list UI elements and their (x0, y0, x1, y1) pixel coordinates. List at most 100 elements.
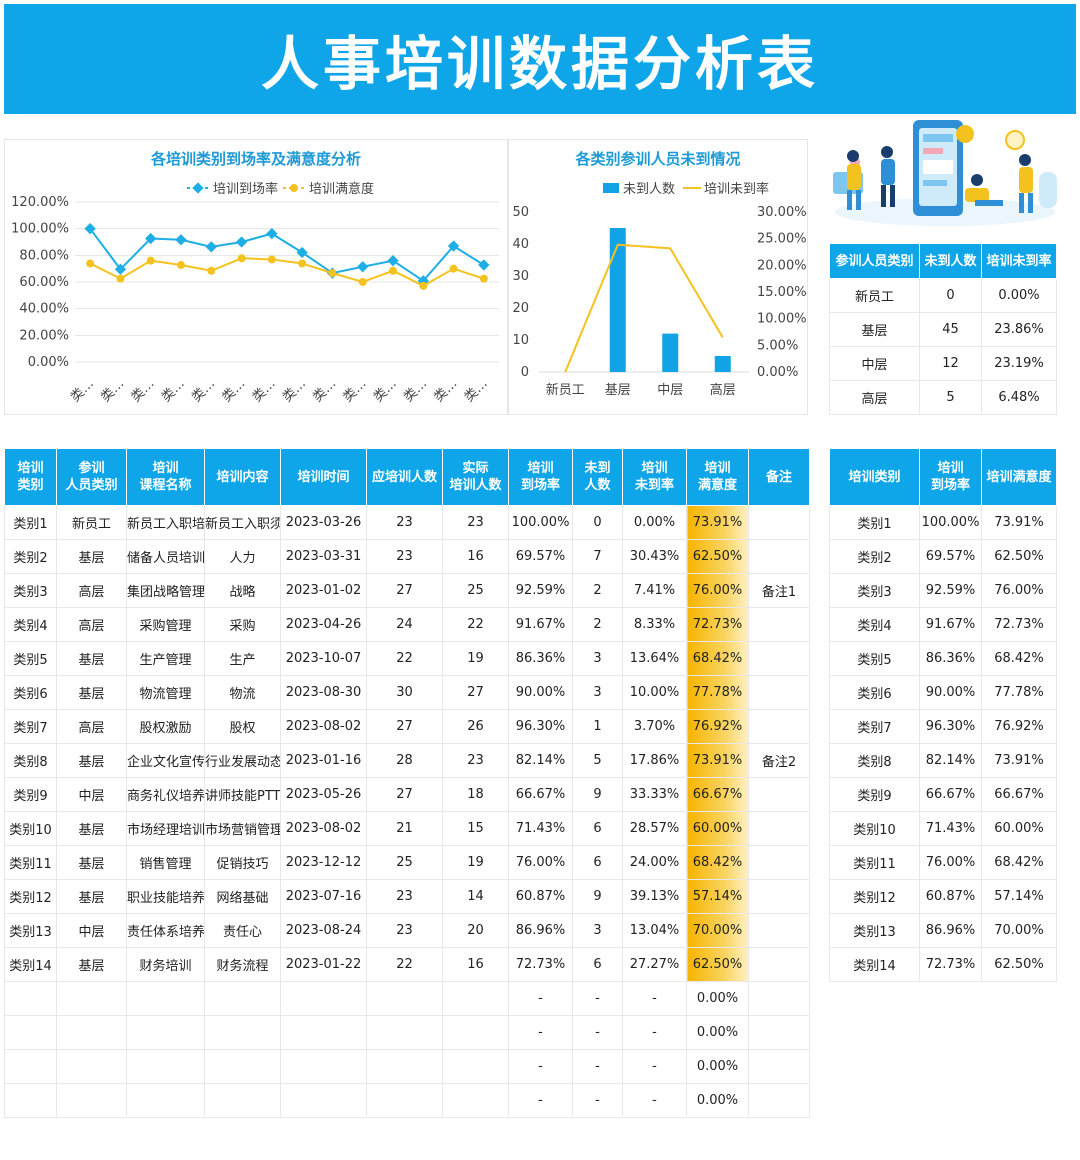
table-cell: 33.33% (622, 777, 687, 812)
data-point (207, 266, 216, 275)
x-tick-label: 基层 (605, 383, 631, 398)
x-tick-label: 类… (280, 376, 309, 405)
table-cell: 27 (366, 777, 443, 812)
table-cell: 22 (366, 947, 443, 982)
table-cell (748, 1049, 810, 1084)
table-cell: 2023-01-16 (280, 743, 367, 778)
table-cell: 91.67% (919, 607, 982, 642)
table-cell (56, 981, 127, 1016)
header-cell: 培训类别 (4, 448, 57, 506)
table-cell: 77.78% (981, 675, 1057, 710)
table-row: 类别6 基层 物流管理 物流 2023-08-30 30 27 90.00% 3 10.00% 77… (4, 675, 810, 710)
table-cell: 100.00% (508, 505, 573, 540)
table-cell: 新员工 (829, 278, 920, 313)
table-cell (4, 1015, 57, 1050)
table-cell: 基层 (56, 879, 127, 914)
table-cell: - (622, 1083, 687, 1118)
table-cell: 类别14 (4, 947, 57, 982)
data-point (267, 255, 276, 264)
table-cell: 类别4 (4, 607, 57, 642)
table-row: 类别1 100.00% 73.91% (829, 505, 1057, 540)
table-row: 类别7 96.30% 76.92% (829, 709, 1057, 744)
table-cell: 69.57% (919, 539, 982, 574)
summary-table: 培训类别 培训 到场率 培训满意度 类别1 100.00% 73.91% 类别2 69.57%… (829, 448, 1057, 982)
x-tick-label: 中层 (657, 383, 683, 398)
chart1-title: 各培训类别到场率及满意度分析 (150, 150, 361, 168)
table-row: 类别4 高层 采购管理 采购 2023-04-26 24 22 91.67% 2 8.33% 72.… (4, 607, 810, 642)
team-illustration (833, 120, 1057, 226)
table-cell (442, 1083, 509, 1118)
bar (662, 333, 679, 372)
table-cell (748, 947, 810, 982)
table-cell: 57.14% (981, 879, 1057, 914)
table-cell: 76.00% (508, 845, 573, 880)
table-cell: 中层 (829, 346, 920, 381)
header-cell: 培训时间 (280, 448, 367, 506)
table-cell: 12 (919, 346, 982, 381)
table-row: 类别5 基层 生产管理 生产 2023-10-07 22 19 86.36% 3 13.64% 68… (4, 641, 810, 676)
table-cell: 类别12 (4, 879, 57, 914)
table-cell: 68.42% (981, 845, 1057, 880)
table-cell: 24 (366, 607, 443, 642)
table-row: 类别11 基层 销售管理 促销技巧 2023-12-12 25 19 76.00% 6 24.00… (4, 845, 810, 880)
table-cell: 27 (366, 573, 443, 608)
x-tick-label: 新员工 (546, 382, 585, 398)
legend-marker (192, 182, 204, 194)
table-cell (56, 1049, 127, 1084)
table-cell: 23 (442, 505, 509, 540)
table-cell: 76.00% (686, 573, 749, 608)
table-cell: 责任体系培养 (126, 913, 205, 948)
table-cell: 71.43% (919, 811, 982, 846)
y2-tick-label: 0.00% (757, 365, 798, 380)
table-cell: 90.00% (919, 675, 982, 710)
y-tick-label: 100.00% (11, 222, 69, 237)
legend-bar-swatch (603, 183, 619, 193)
table-cell: 高层 (56, 709, 127, 744)
table-cell: 60.87% (508, 879, 573, 914)
table-cell: 基层 (56, 641, 127, 676)
table-cell: 2023-12-12 (280, 845, 367, 880)
table-cell: 财务培训 (126, 947, 205, 982)
table-cell: 行业发展动态 (204, 743, 281, 778)
page-title: 人事培训数据分析表 (260, 30, 819, 98)
table-cell: 财务流程 (204, 947, 281, 982)
y-tick-label: 80.00% (19, 248, 69, 263)
chart2-title: 各类别参训人员未到情况 (575, 150, 741, 168)
table-row: 类别5 86.36% 68.42% (829, 641, 1057, 676)
table-cell: 23 (366, 913, 443, 948)
table-cell: 基层 (829, 312, 920, 347)
table-cell: 6 (572, 845, 623, 880)
legend-label: 培训未到率 (704, 181, 769, 197)
table-cell: 企业文化宣传 (126, 743, 205, 778)
table-cell: 2 (572, 607, 623, 642)
table-cell: 物流管理 (126, 675, 205, 710)
table-cell (126, 1049, 205, 1084)
table-row: 类别14 基层 财务培训 财务流程 2023-01-22 22 16 72.73% 6 27.27… (4, 947, 810, 982)
table-row: 类别13 86.96% 70.00% (829, 913, 1057, 948)
chart2-svg: 50 40 30 20 10 0 30.00% 25.00% 20.00% 15.00% 10.00… (512, 181, 806, 398)
table-cell (280, 1083, 367, 1118)
table-cell (4, 1083, 57, 1118)
data-point (358, 278, 367, 286)
table-cell (748, 1015, 810, 1050)
table-cell: 7.41% (622, 573, 687, 608)
table-cell: 17.86% (622, 743, 687, 778)
table-cell: 0.00% (622, 505, 687, 540)
x-tick-label: 类… (98, 376, 127, 405)
data-point (145, 232, 157, 245)
table-cell: 23.19% (981, 346, 1057, 381)
table-cell: - (572, 1015, 623, 1050)
table-row: - - -0.00% (4, 981, 810, 1016)
table-cell: 60.00% (686, 811, 749, 846)
table-cell: 2023-08-02 (280, 709, 367, 744)
table-cell: 27 (366, 709, 443, 744)
x-tick-label: 高层 (710, 382, 736, 398)
table-cell: 采购 (204, 607, 281, 642)
summary-table-header: 培训类别 培训 到场率 培训满意度 (829, 448, 1057, 506)
table-cell: 基层 (56, 845, 127, 880)
table-cell: 57.14% (686, 879, 749, 914)
table-cell: 28 (366, 743, 443, 778)
table-cell: 45 (919, 312, 982, 347)
table-cell: 基层 (56, 743, 127, 778)
table-cell: 备注2 (748, 743, 810, 778)
